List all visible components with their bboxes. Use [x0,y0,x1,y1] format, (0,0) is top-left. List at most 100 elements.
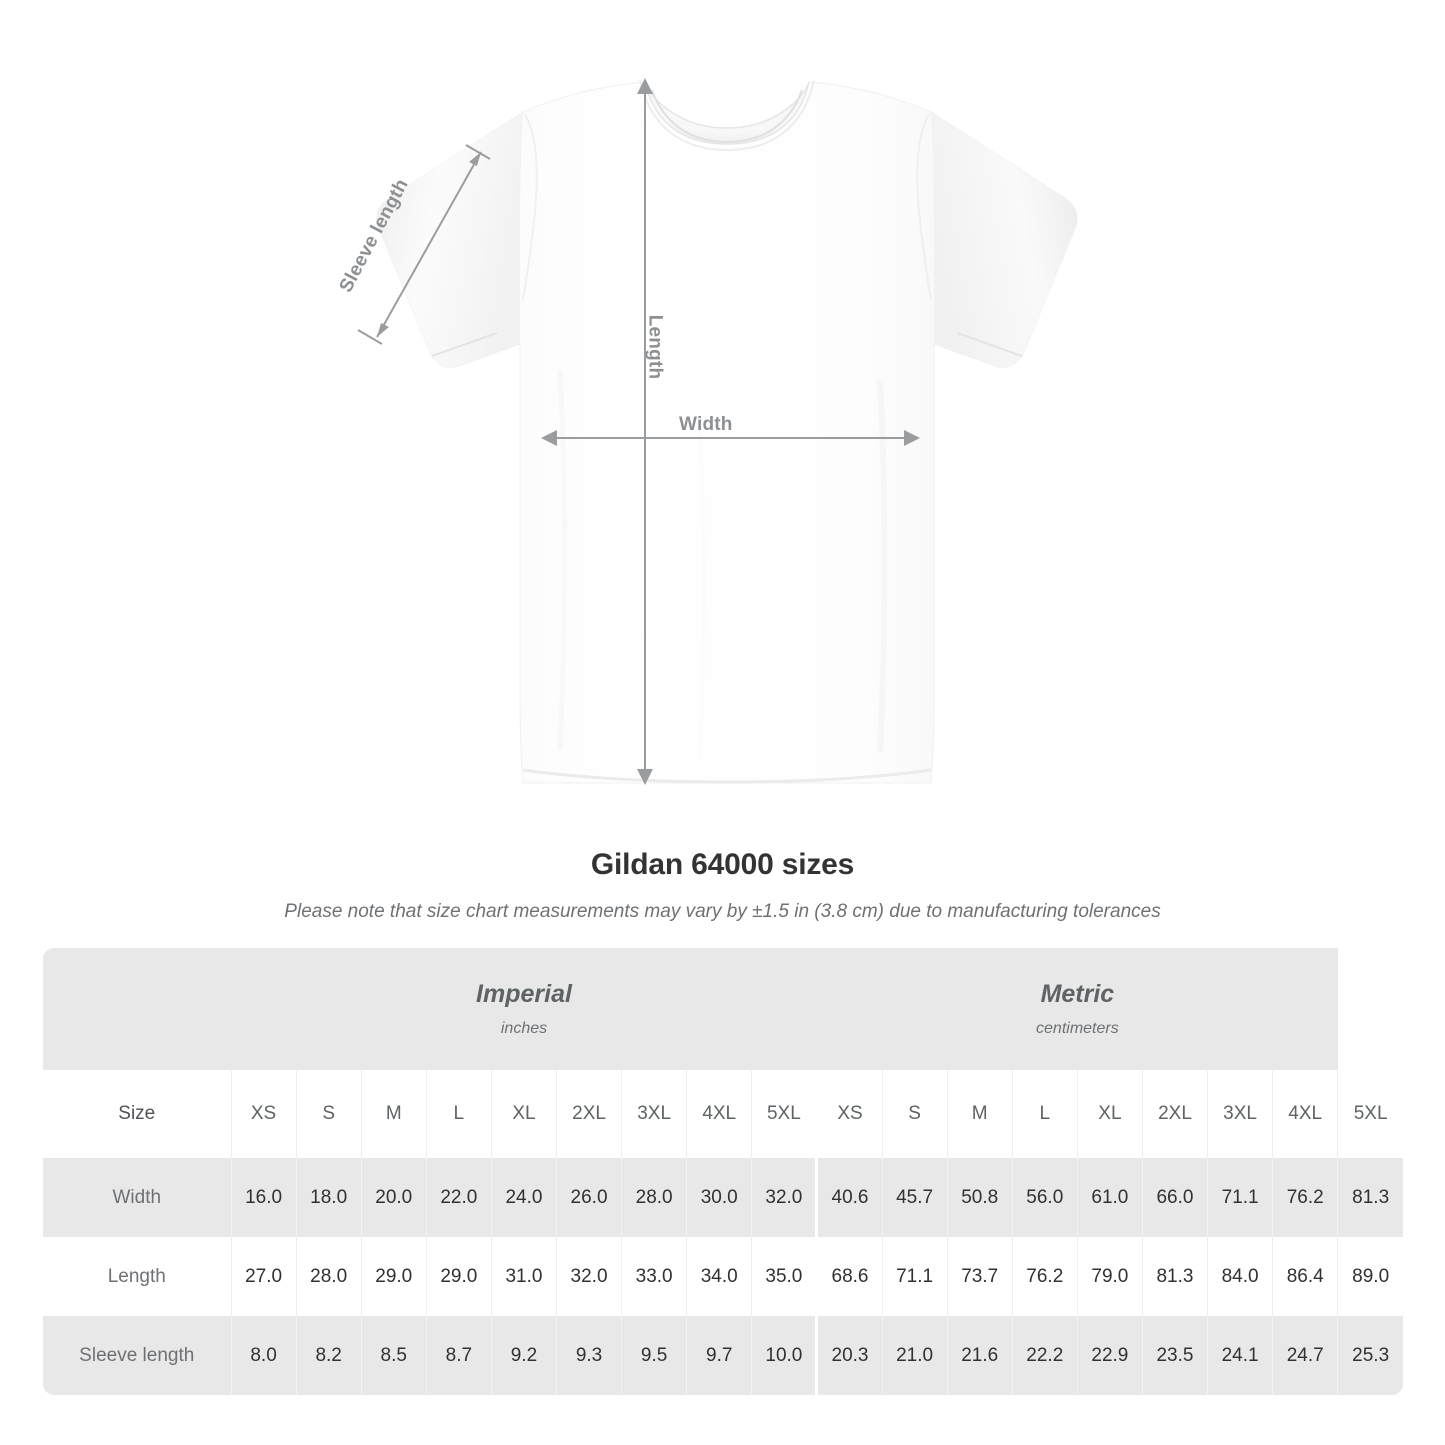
size-header-metric-4xl: 4XL [1272,1070,1338,1158]
cell-sleeve-metric-l: 22.2 [1011,1316,1078,1395]
cell-sleeve-metric-3xl: 24.1 [1207,1316,1273,1395]
fabric-fold-3 [698,429,706,761]
cell-sleeve-metric-xs: 20.3 [815,1316,883,1395]
cell-sleeve-imperial-2xl: 9.3 [555,1316,622,1395]
cell-length-imperial-m: 29.0 [360,1237,427,1316]
size-header-row: Size XS S M L XL 2XL 3XL 4XL 5XL XS S M … [43,1070,1403,1158]
unit-banner-spacer [43,948,232,1070]
table-row: Sleeve length 8.0 8.2 8.5 8.7 9.2 9.3 9.… [43,1316,1403,1395]
cell-length-imperial-xs: 27.0 [230,1237,297,1316]
cell-length-imperial-4xl: 34.0 [686,1237,752,1316]
row-label-sleeve-length: Sleeve length [43,1316,232,1395]
length-label: Length [644,314,666,380]
unit-group-imperial-unit: inches [500,1019,548,1037]
cell-sleeve-imperial-xs: 8.0 [230,1316,297,1395]
cell-length-imperial-2xl: 32.0 [555,1237,622,1316]
measurement-arrows [357,78,920,785]
cell-width-metric-2xl: 66.0 [1141,1158,1208,1237]
cell-length-metric-m: 73.7 [946,1237,1013,1316]
cell-width-metric-m: 50.8 [946,1158,1013,1237]
tshirt-diagram: Sleeve length Length Width [335,78,1078,785]
cell-width-imperial-m: 20.0 [360,1158,427,1237]
right-sleeve-hem [956,332,1023,357]
cell-length-metric-2xl: 81.3 [1141,1237,1208,1316]
unit-group-metric-unit: centimeters [1036,1019,1119,1037]
cell-length-metric-xs: 68.6 [815,1237,883,1316]
unit-group-imperial-name: Imperial [476,979,572,1008]
size-chart-table-container: Imperial inches Metric centimeters Size … [43,948,1403,1395]
size-header-imperial-4xl: 4XL [686,1070,752,1158]
cell-sleeve-imperial-xl: 9.2 [490,1316,557,1395]
size-header-imperial-5xl: 5XL [751,1070,817,1158]
left-sleeve-hem [431,332,498,357]
size-header-metric-l: L [1011,1070,1078,1158]
size-header-metric-3xl: 3XL [1207,1070,1273,1158]
cell-sleeve-imperial-m: 8.5 [360,1316,427,1395]
cell-width-metric-5xl: 81.3 [1337,1158,1403,1237]
cell-width-metric-l: 56.0 [1011,1158,1078,1237]
unit-group-metric: Metric centimeters [816,948,1338,1070]
size-header-metric-2xl: 2XL [1141,1070,1208,1158]
cell-width-imperial-4xl: 30.0 [686,1158,752,1237]
cell-width-imperial-xs: 16.0 [230,1158,297,1237]
cell-sleeve-metric-2xl: 23.5 [1141,1316,1208,1395]
unit-group-metric-name: Metric [1040,979,1115,1008]
cell-sleeve-imperial-s: 8.2 [295,1316,362,1395]
cell-width-imperial-s: 18.0 [295,1158,362,1237]
cell-width-metric-4xl: 76.2 [1272,1158,1338,1237]
sleeve-tick-bottom [357,329,383,345]
cell-width-imperial-2xl: 26.0 [555,1158,622,1237]
size-header-imperial-m: M [360,1070,427,1158]
cell-sleeve-metric-xl: 22.9 [1076,1316,1143,1395]
row-label-width: Width [43,1158,232,1237]
length-arrowhead-bottom [637,769,653,785]
chart-heading-block: Gildan 64000 sizes Please note that size… [0,846,1445,924]
size-header-metric-5xl: 5XL [1337,1070,1403,1158]
size-header-imperial-3xl: 3XL [621,1070,687,1158]
collar-inner-line [651,89,803,144]
tolerance-note: Please note that size chart measurements… [284,901,1161,922]
size-header-imperial-xl: XL [490,1070,557,1158]
cell-length-metric-l: 76.2 [1011,1237,1078,1316]
collar-stitch [639,79,815,152]
right-shoulder-seam [916,113,932,301]
cell-length-metric-3xl: 84.0 [1207,1237,1273,1316]
cell-length-metric-xl: 79.0 [1076,1237,1143,1316]
left-shoulder-seam [522,113,538,301]
cell-sleeve-metric-4xl: 24.7 [1272,1316,1338,1395]
cell-width-imperial-5xl: 32.0 [751,1158,817,1237]
sleeve-length-arrowhead-top [469,152,481,166]
sleeve-length-arrowhead-bottom [377,323,389,337]
size-header-imperial-2xl: 2XL [555,1070,622,1158]
tshirt-illustration [357,78,1078,785]
width-label: Width [679,414,733,435]
fabric-fold-1 [557,369,567,751]
size-header-metric-xs: XS [815,1070,883,1158]
cell-sleeve-imperial-3xl: 9.5 [621,1316,687,1395]
table-row: Length 27.0 28.0 29.0 29.0 31.0 32.0 33.… [43,1237,1403,1316]
bottom-hem [522,768,932,784]
cell-width-metric-xs: 40.6 [815,1158,883,1237]
table-row: Width 16.0 18.0 20.0 22.0 24.0 26.0 28.0… [43,1158,1403,1237]
cell-sleeve-imperial-4xl: 9.7 [686,1316,752,1395]
cell-width-metric-3xl: 71.1 [1207,1158,1273,1237]
row-label-length: Length [43,1237,232,1316]
cell-length-imperial-s: 28.0 [295,1237,362,1316]
sleeve-length-arrow-line [376,151,482,338]
cell-length-imperial-5xl: 35.0 [751,1237,817,1316]
cell-width-metric-s: 45.7 [881,1158,948,1237]
cell-length-imperial-l: 29.0 [425,1237,492,1316]
tshirt-right-sleeve [931,112,1078,368]
cell-width-metric-xl: 61.0 [1076,1158,1143,1237]
cell-sleeve-metric-m: 21.6 [946,1316,1013,1395]
cell-sleeve-imperial-5xl: 10.0 [751,1316,817,1395]
size-chart-table: Imperial inches Metric centimeters Size … [43,948,1403,1395]
size-header-imperial-l: L [425,1070,492,1158]
cell-sleeve-imperial-l: 8.7 [425,1316,492,1395]
width-arrowhead-right [904,430,920,446]
length-arrowhead-top [637,78,653,94]
cell-length-metric-4xl: 86.4 [1272,1237,1338,1316]
cell-sleeve-metric-5xl: 25.3 [1337,1316,1403,1395]
page-title: Gildan 64000 sizes [590,848,855,881]
cell-length-metric-s: 71.1 [881,1237,948,1316]
